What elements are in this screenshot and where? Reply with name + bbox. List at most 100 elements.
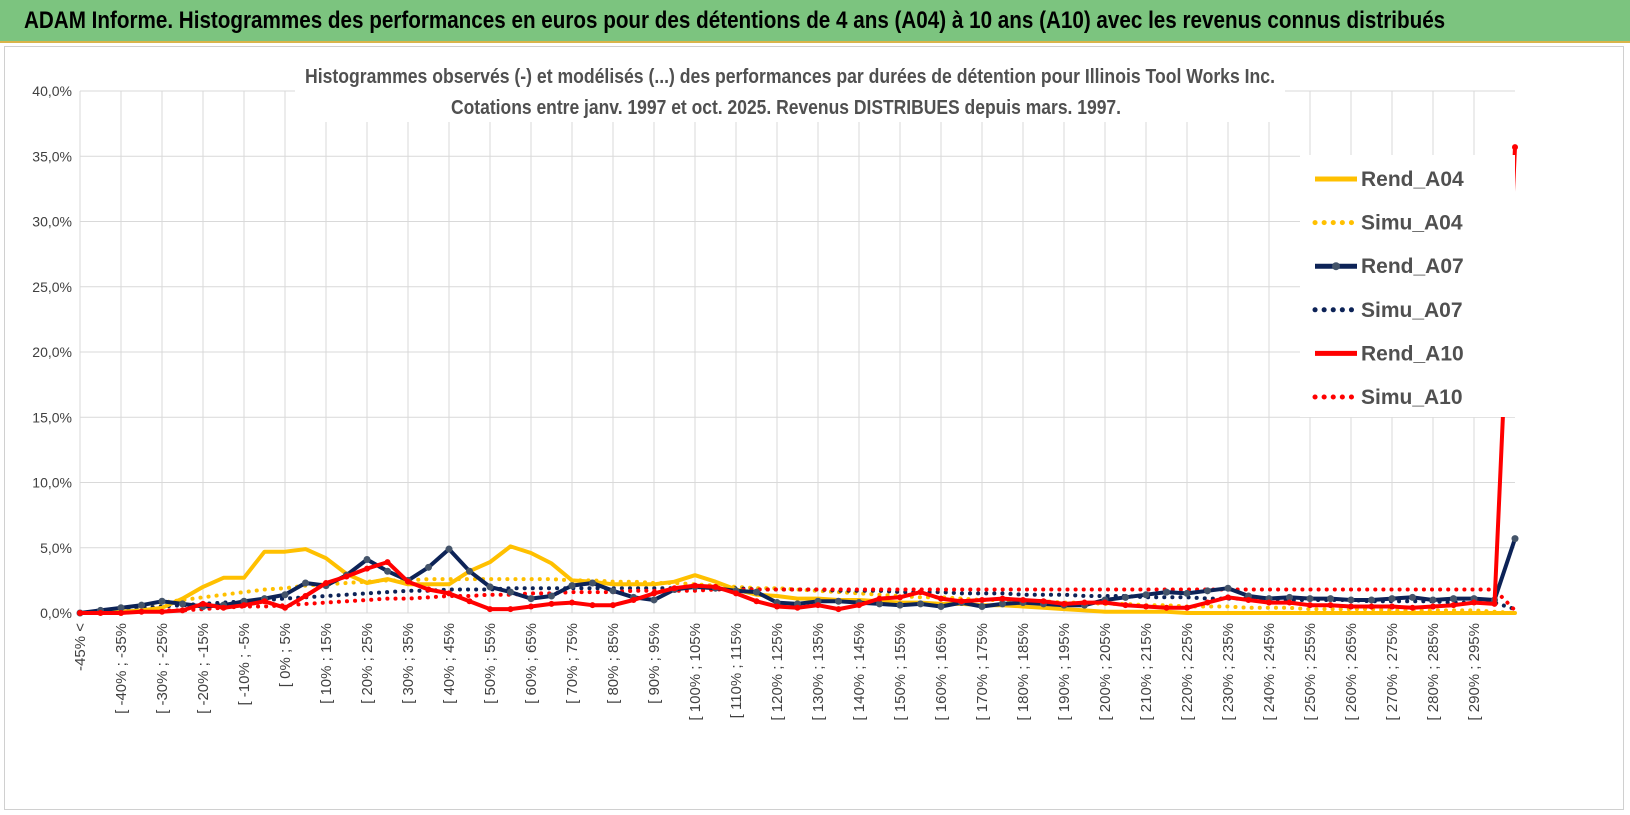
rend_a07-point <box>1327 595 1334 603</box>
x-tick-label: [ 60% ; 65% <box>523 623 540 704</box>
rend_a10-point <box>1143 603 1149 610</box>
x-tick-label: [ 290% ; 295% <box>1466 623 1483 721</box>
rend_a10-point <box>1122 602 1129 609</box>
rend_a10-point <box>589 602 596 609</box>
rend_a10-point <box>1409 604 1416 611</box>
x-tick-label: [ 220% ; 225% <box>1179 623 1196 721</box>
rend_a10-point <box>897 594 903 601</box>
y-tick-label: 25,0% <box>32 279 72 295</box>
title-background <box>295 60 1285 122</box>
rend_a10-point <box>569 599 575 606</box>
simu_a04-line <box>78 577 1517 615</box>
report-title: ADAM Informe. Histogrammes des performan… <box>24 7 1446 34</box>
rend_a07-point <box>425 563 432 571</box>
rend_a07-point <box>1388 595 1396 603</box>
x-tick-label: [ 20% ; 25% <box>359 623 376 704</box>
rend_a07-point <box>1429 596 1437 604</box>
rend_a10-point <box>77 610 83 616</box>
rend_a07-point <box>445 545 453 553</box>
rend_a10-point <box>1389 603 1395 610</box>
x-tick-label: [ 270% ; 275% <box>1384 623 1401 721</box>
legend-background <box>1300 155 1515 417</box>
x-tick-label: [ 160% ; 165% <box>933 623 950 721</box>
rend_a07-point <box>1347 596 1355 604</box>
rend_a07-point <box>753 588 760 596</box>
y-tick-label: 20,0% <box>32 344 72 360</box>
rend_a07-point <box>609 587 617 595</box>
rend_a10-line <box>78 145 1517 615</box>
x-tick-label: [ 80% ; 85% <box>605 623 622 704</box>
rend_a10-point <box>1430 603 1436 610</box>
rend_a10-point <box>446 590 452 597</box>
x-tick-label: [ 120% ; 125% <box>769 623 786 721</box>
y-tick-label: 35,0% <box>32 148 72 164</box>
rend_a10-point <box>630 596 637 603</box>
legend-label: Simu_A10 <box>1361 386 1463 409</box>
rend_a10-point <box>179 607 186 614</box>
rend_a10-point <box>364 565 370 572</box>
x-tick-label: [ 170% ; 175% <box>974 623 991 721</box>
rend_a07-point <box>1224 584 1232 592</box>
histogram-line-chart: 0,0% 5,0% 10,0% 15,0% 20,0% 25,0% 30,0% 35,0% 40… <box>32 60 1519 721</box>
rend_a10-point <box>1368 603 1375 610</box>
x-tick-label: [ 260% ; 265% <box>1343 623 1360 721</box>
x-tick-label: [ 130% ; 135% <box>810 623 827 721</box>
rend_a07-point <box>1306 595 1314 603</box>
rend_a10-point <box>692 582 698 589</box>
rend_a10-point <box>1184 604 1190 611</box>
rend_a10-point <box>323 579 329 586</box>
legend: Rend_A04 Simu_A04 Rend_A07 Simu_A07 Rend_A10… <box>1312 168 1464 409</box>
rend_a10-point <box>815 602 821 609</box>
rend_a10-point <box>1450 602 1457 609</box>
legend-label: Rend_A07 <box>1361 255 1464 278</box>
rend_a10-point <box>1471 599 1477 606</box>
x-tick-label: -45% < <box>72 623 89 671</box>
legend-label: Rend_A10 <box>1361 342 1464 365</box>
x-tick-label: [ 90% ; 95% <box>646 623 663 704</box>
x-tick-label: [ 200% ; 205% <box>1097 623 1114 721</box>
rend_a10-point <box>753 598 760 605</box>
rend_a07-point <box>1183 589 1191 597</box>
rend_a10-point <box>671 585 678 592</box>
x-tick-label: [ 180% ; 185% <box>1015 623 1032 721</box>
rend_a10-point <box>876 595 883 602</box>
report-banner: ADAM Informe. Histogrammes des performan… <box>0 0 1630 43</box>
rend_a07-point <box>384 567 391 575</box>
rend_a07-point <box>1122 593 1129 601</box>
x-tick-label: [ 110% ; 115% <box>728 623 745 718</box>
chart-area: 0,0% 5,0% 10,0% 15,0% 20,0% 25,0% 30,0% 35,0% 40… <box>4 46 1624 810</box>
rend_a10-point <box>118 610 124 616</box>
rend_a10-point <box>487 606 493 613</box>
rend_a07-point <box>466 567 473 575</box>
y-tick-label: 10,0% <box>32 475 72 491</box>
x-tick-label: [ 70% ; 75% <box>564 623 581 704</box>
rend_a07-point <box>650 596 658 604</box>
rend_a10-point <box>548 600 555 607</box>
rend_a10-point <box>774 603 780 610</box>
rend_a07-point <box>937 602 945 610</box>
rend_a07-point <box>158 597 166 605</box>
x-tick-label: [ 50% ; 55% <box>482 623 499 704</box>
rend_a07-point <box>1511 535 1519 543</box>
rend_a10-point <box>651 590 657 597</box>
rend_a10-point <box>1081 599 1088 606</box>
rend_a07-point <box>527 595 535 603</box>
rend_a10-point <box>302 593 309 600</box>
chart-title: Histogrammes observés (-) et modélisés (… <box>305 66 1275 88</box>
rend_a07-point <box>507 588 514 596</box>
x-tick-label: [ -30% ; -25% <box>154 623 171 714</box>
rend_a07-point <box>1409 593 1416 601</box>
rend_a10-point <box>856 602 862 609</box>
rend_a10-point <box>282 604 288 611</box>
rend_a07-point <box>1204 587 1211 595</box>
series-lines <box>76 144 1519 617</box>
rend_a10-point <box>200 600 206 607</box>
rend_a07-point <box>363 555 371 563</box>
rend_a10-point <box>1286 599 1293 606</box>
rend_a10-point <box>979 596 985 603</box>
rend_a10-point <box>712 583 719 590</box>
rend_a07-point <box>1368 596 1375 604</box>
rend_a10-point <box>733 590 739 597</box>
rend_a10-point <box>261 598 268 605</box>
x-tick-label: [ 250% ; 255% <box>1302 623 1319 721</box>
